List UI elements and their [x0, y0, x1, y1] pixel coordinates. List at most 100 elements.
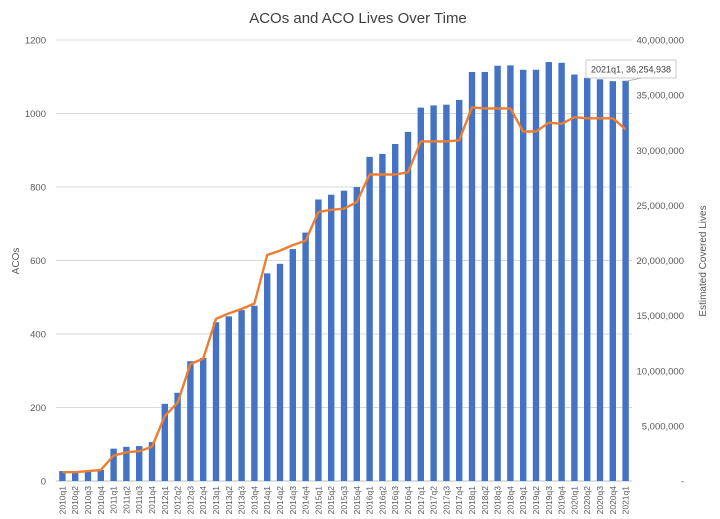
- x-tick-label: 2010q2: [70, 486, 80, 515]
- aco-bar: [609, 81, 616, 481]
- aco-bar: [443, 104, 450, 482]
- aco-bar: [379, 153, 386, 482]
- aco-bar: [532, 69, 540, 481]
- aco-bar: [392, 144, 399, 481]
- aco-bar: [59, 471, 66, 481]
- x-tick-label: 2019q1: [518, 486, 528, 515]
- y-tick-label: 200: [30, 403, 46, 414]
- x-tick-label: 2019q4: [557, 486, 567, 515]
- x-tick-label: 2020q1: [569, 486, 579, 515]
- x-tick-label: 2019q2: [531, 486, 541, 515]
- x-tick-label: 2012q3: [185, 486, 195, 515]
- x-tick-label: 2010q4: [96, 486, 106, 515]
- x-axis-ticks: 2010q1 2010q2 2010q3 2010q4 2011q1 2011q2 2011…: [57, 486, 630, 515]
- aco-bar: [289, 249, 296, 481]
- x-tick-label: 2020q4: [608, 486, 618, 515]
- aco-bar: [187, 361, 194, 481]
- aco-bar: [417, 107, 424, 482]
- y2-axis-label: Estimated Covered Lives: [698, 205, 709, 316]
- x-tick-label: 2013q4: [249, 486, 259, 515]
- y2-tick-label: 15,000,000: [636, 311, 684, 322]
- x-tick-label: 2015q3: [339, 486, 349, 515]
- y-tick-label: 800: [30, 183, 46, 194]
- aco-bar: [494, 65, 501, 481]
- x-tick-label: 2011q3: [134, 486, 144, 514]
- x-tick-label: 2020q3: [595, 486, 605, 515]
- aco-bar: [340, 190, 348, 482]
- y-axis-ticks: 0 200 400 600 800 1000 1200: [25, 36, 46, 488]
- y2-tick-label: 25,000,000: [636, 201, 684, 212]
- chart-title: ACOs and ACO Lives Over Time: [249, 10, 467, 27]
- y-tick-label: 1000: [25, 109, 46, 120]
- x-tick-label: 2021q1: [621, 486, 631, 515]
- aco-bar: [238, 310, 245, 481]
- aco-bar: [264, 273, 271, 481]
- aco-bar: [84, 471, 92, 481]
- aco-bar: [212, 322, 220, 481]
- x-tick-label: 2011q1: [109, 486, 119, 514]
- x-tick-label: 2017q2: [429, 486, 439, 515]
- aco-bar: [353, 187, 360, 481]
- aco-bar: [596, 79, 604, 481]
- x-tick-label: 2016q3: [390, 486, 400, 515]
- x-tick-label: 2015q2: [326, 486, 336, 515]
- y2-tick-label: 20,000,000: [636, 256, 684, 267]
- aco-bar: [148, 442, 156, 481]
- x-tick-label: 2010q3: [83, 486, 93, 515]
- aco-bar: [328, 194, 335, 481]
- x-tick-label: 2020q2: [582, 486, 592, 515]
- aco-bar: [468, 71, 476, 481]
- aco-bar: [456, 99, 463, 481]
- callout-box: [585, 59, 677, 79]
- x-tick-label: 2012q2: [173, 486, 183, 515]
- x-tick-label: 2014q2: [275, 486, 285, 515]
- x-tick-label: 2017q3: [441, 486, 451, 515]
- aco-bar: [110, 448, 117, 481]
- y-tick-label: 1200: [25, 36, 46, 47]
- aco-bar: [622, 80, 629, 481]
- aco-bar: [315, 199, 322, 481]
- x-tick-label: 2018q2: [480, 486, 490, 515]
- aco-bar: [507, 65, 514, 482]
- aco-bar: [123, 446, 130, 481]
- x-tick-label: 2015q4: [352, 486, 362, 515]
- aco-bar: [584, 77, 591, 481]
- aco-bars: [59, 62, 629, 482]
- x-tick-label: 2016q4: [403, 486, 413, 515]
- aco-bar: [225, 316, 232, 481]
- y2-tick-label: -: [681, 477, 684, 488]
- x-tick-label: 2014q3: [288, 486, 298, 515]
- aco-bar: [251, 305, 258, 481]
- lives-line-path: [62, 106, 627, 474]
- callout-text: 2021q1, 36,254,938: [591, 65, 671, 75]
- aco-bar: [97, 469, 104, 481]
- aco-bar: [136, 446, 143, 481]
- x-tick-label: 2018q4: [505, 486, 515, 515]
- aco-bar: [366, 156, 373, 482]
- y-tick-label: 0: [41, 477, 46, 488]
- x-tick-label: 2010q1: [57, 486, 67, 515]
- y-axis-label: ACOs: [11, 248, 22, 275]
- x-tick-label: 2013q1: [211, 486, 221, 515]
- aco-bar: [481, 71, 488, 481]
- x-tick-label: 2013q2: [224, 486, 234, 515]
- aco-bar: [571, 74, 578, 482]
- aco-bar: [174, 392, 181, 481]
- x-tick-label: 2018q3: [493, 486, 503, 515]
- aco-bar: [520, 69, 527, 481]
- lives-line: [62, 106, 627, 474]
- aco-bar: [161, 403, 168, 481]
- x-tick-label: 2013q3: [237, 486, 247, 515]
- x-tick-label: 2012q4: [198, 486, 208, 515]
- aco-bar: [200, 357, 207, 481]
- aco-bar: [72, 471, 79, 481]
- x-tick-label: 2017q1: [416, 486, 426, 515]
- x-tick-label: 2014q4: [301, 486, 311, 515]
- x-tick-label: 2016q1: [365, 486, 375, 515]
- x-tick-label: 2016q2: [377, 486, 387, 515]
- x-tick-label: 2011q4: [147, 486, 157, 514]
- x-tick-label: 2017q4: [454, 486, 464, 515]
- aco-bar: [558, 62, 565, 481]
- y2-tick-label: 30,000,000: [636, 146, 684, 157]
